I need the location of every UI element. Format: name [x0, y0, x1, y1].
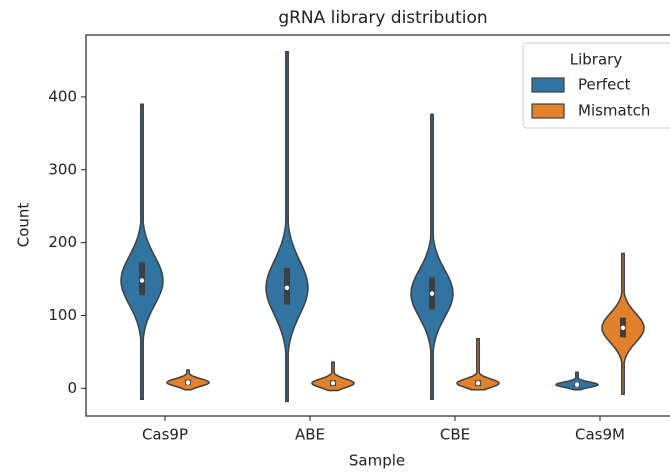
x-tick-label: Cas9P [142, 426, 188, 444]
violin-median [620, 325, 626, 331]
chart-title: gRNA library distribution [278, 8, 487, 28]
violin-body [265, 51, 309, 403]
legend-swatch [531, 77, 565, 93]
legend-label: Mismatch [578, 102, 650, 120]
violin-body [555, 371, 599, 391]
y-tick-label: 400 [48, 87, 77, 105]
violin-median [574, 382, 580, 387]
violin-body [120, 103, 164, 400]
violin-median [429, 291, 435, 296]
x-tick-label: CBE [440, 426, 470, 444]
violin-body [311, 361, 355, 392]
x-tick-label: Cas9M [575, 426, 625, 444]
plot-area [120, 51, 645, 403]
x-tick-label: ABE [295, 426, 325, 444]
y-tick-label: 200 [48, 233, 77, 251]
violin-body [456, 338, 500, 391]
y-axis-label: Count [15, 203, 33, 248]
legend-swatch [531, 103, 565, 119]
x-axis-label: Sample [349, 452, 405, 470]
legend-label: Perfect [578, 76, 631, 94]
legend: Library Perfect Mismatch [522, 42, 670, 129]
axes-frame [85, 34, 670, 417]
legend-title: Library [570, 51, 623, 69]
violin-median [475, 381, 481, 386]
y-tick-label: 100 [48, 306, 77, 324]
y-tick-label: 0 [67, 379, 77, 397]
violin-median [185, 380, 191, 385]
violin-body [410, 113, 454, 400]
y-tick-label: 300 [48, 160, 77, 178]
violin-median [139, 278, 145, 283]
violin-median [330, 381, 336, 386]
violin-median [284, 285, 290, 290]
